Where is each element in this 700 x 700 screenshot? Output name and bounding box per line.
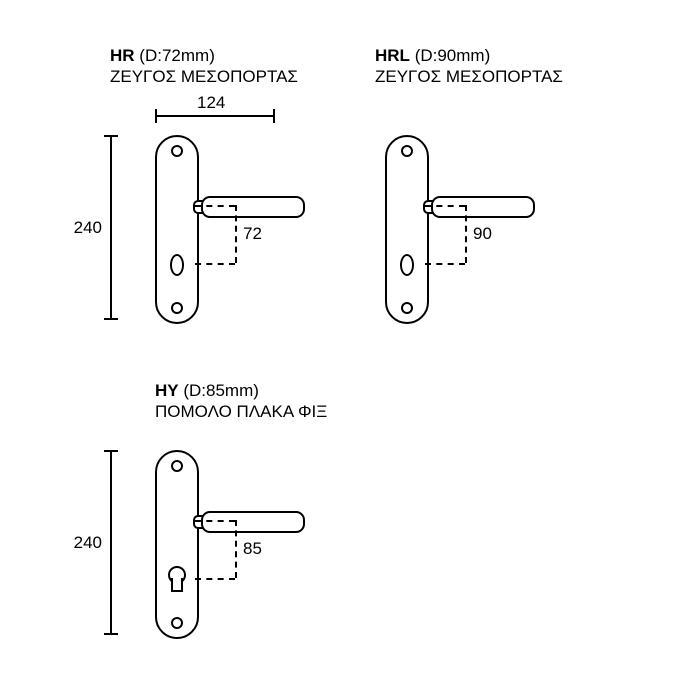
inner-dim-hrl: 90: [473, 224, 492, 244]
backplate-hrl: [385, 135, 429, 324]
dash: [195, 263, 235, 265]
lever-handle: [201, 196, 305, 218]
dim-line: [155, 115, 275, 117]
dash: [195, 520, 235, 522]
dim-tick: [104, 135, 118, 137]
height-dim-hr: 240: [74, 218, 102, 238]
dim-tick: [104, 318, 118, 320]
screw-top: [171, 460, 183, 472]
height-dim-hy: 240: [74, 533, 102, 553]
backplate-hy: [155, 450, 199, 639]
variant-label-hrl: HRL (D:90mm)ΖΕΥΓΟΣ ΜΕΣΟΠΟΡΤΑΣ: [375, 45, 563, 88]
variant-d: (D:90mm): [415, 46, 491, 65]
dim-tick: [104, 633, 118, 635]
dim-tick: [104, 450, 118, 452]
backplate-hr: [155, 135, 199, 324]
dash: [425, 205, 465, 207]
screw-bottom: [401, 302, 413, 314]
width-dim-hr: 124: [197, 93, 225, 113]
variant-subtitle: ΠΟΜΟΛΟ ΠΛΑΚΑ ΦΙΞ: [155, 401, 327, 422]
dash: [235, 205, 237, 263]
dash: [425, 263, 465, 265]
screw-bottom: [171, 617, 183, 629]
dim-line: [110, 135, 112, 320]
variant-label-hr: HR (D:72mm)ΖΕΥΓΟΣ ΜΕΣΟΠΟΡΤΑΣ: [110, 45, 298, 88]
dash: [465, 205, 467, 263]
dash: [235, 520, 237, 578]
inner-dim-hy: 85: [243, 539, 262, 559]
dim-line: [110, 450, 112, 635]
variant-code: HR: [110, 46, 135, 65]
variant-label-hy: HY (D:85mm)ΠΟΜΟΛΟ ΠΛΑΚΑ ΦΙΞ: [155, 380, 327, 423]
variant-code: HY: [155, 381, 179, 400]
variant-d: (D:72mm): [139, 46, 215, 65]
variant-d: (D:85mm): [183, 381, 259, 400]
dash: [195, 205, 235, 207]
variant-subtitle: ΖΕΥΓΟΣ ΜΕΣΟΠΟΡΤΑΣ: [110, 66, 298, 87]
screw-bottom: [171, 302, 183, 314]
lever-handle: [201, 511, 305, 533]
dim-tick: [155, 109, 157, 123]
variant-subtitle: ΖΕΥΓΟΣ ΜΕΣΟΠΟΡΤΑΣ: [375, 66, 563, 87]
dim-tick: [273, 109, 275, 123]
screw-top: [401, 145, 413, 157]
screw-top: [171, 145, 183, 157]
inner-dim-hr: 72: [243, 224, 262, 244]
keyhole-euro-stem: [171, 578, 183, 592]
dash: [195, 578, 235, 580]
lever-handle: [431, 196, 535, 218]
variant-code: HRL: [375, 46, 410, 65]
